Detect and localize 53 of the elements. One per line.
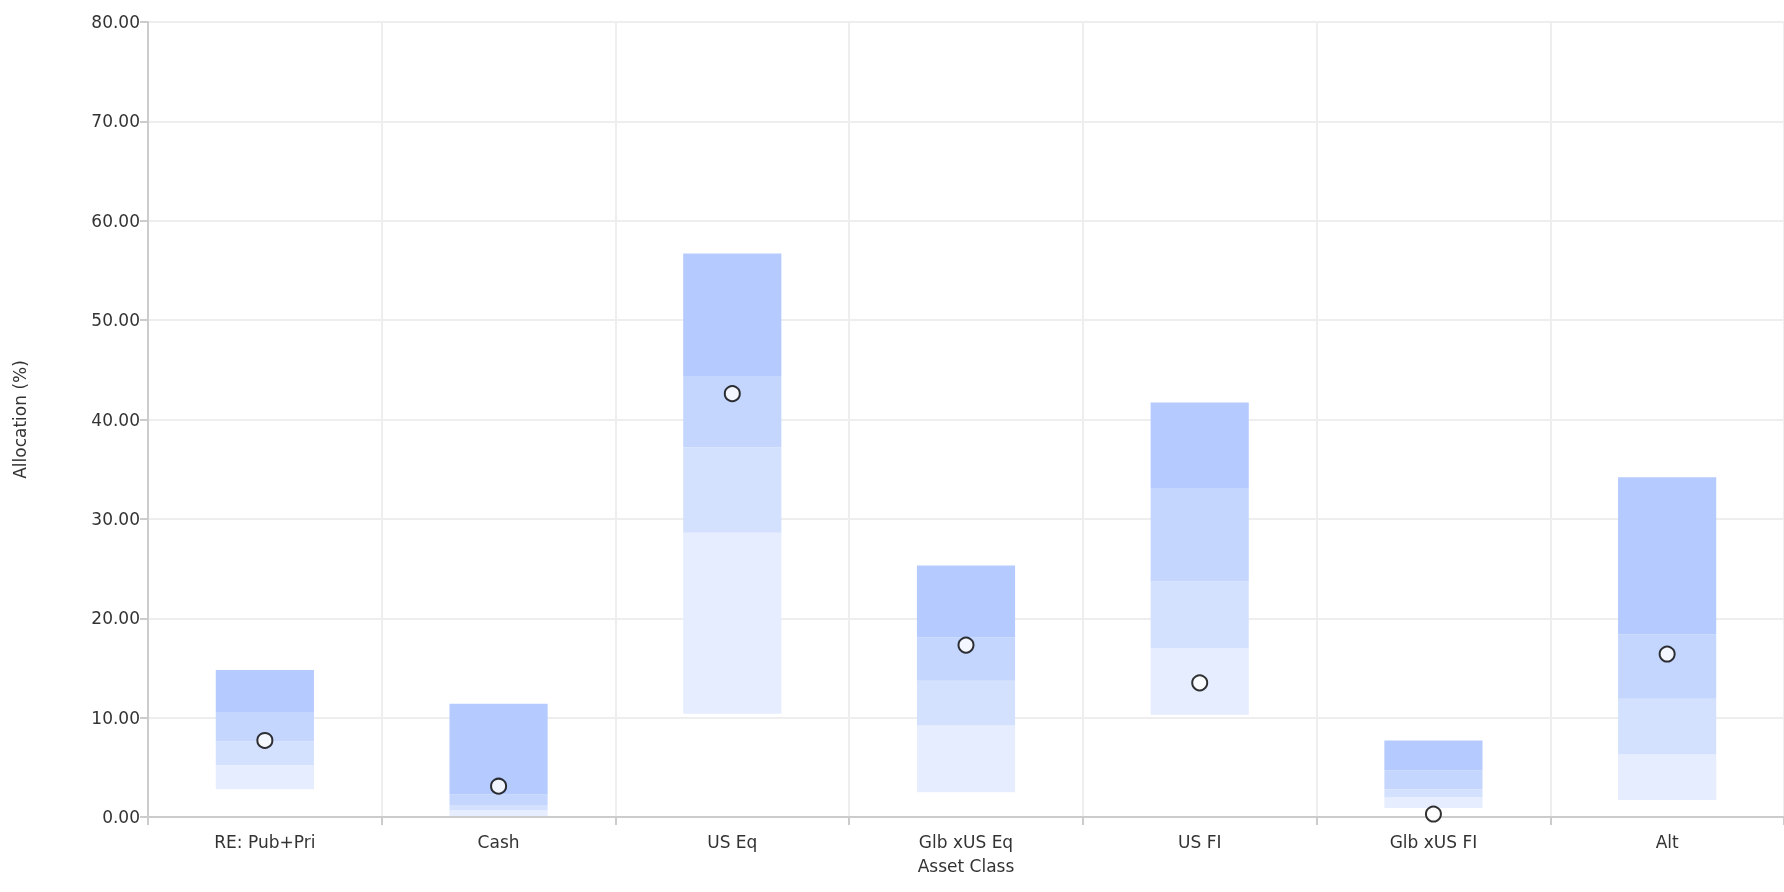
- bar: [215, 741, 314, 766]
- bar: [1384, 740, 1483, 771]
- point: [256, 731, 274, 749]
- point: [1191, 674, 1209, 692]
- bar: [215, 765, 314, 790]
- y-tick-label: 40.00: [91, 409, 140, 430]
- bar: [683, 532, 782, 714]
- bar: [1150, 402, 1249, 489]
- y-tick-label: 80.00: [91, 12, 140, 32]
- bar: [215, 712, 314, 742]
- bar: [916, 565, 1016, 638]
- bar: [1618, 477, 1717, 635]
- bar: [1384, 789, 1483, 798]
- x-tick-label: Glb xUS Eq: [918, 831, 1014, 852]
- y-tick-label: 10.00: [91, 707, 140, 728]
- bar: [1150, 648, 1249, 715]
- bar: [683, 253, 782, 377]
- point: [490, 777, 508, 795]
- bar: [683, 447, 782, 533]
- bar: [916, 637, 1016, 681]
- x-tick-label: Glb xUS FI: [1389, 831, 1478, 852]
- bar: [1150, 488, 1249, 582]
- bar: [1618, 698, 1717, 755]
- y-axis-title: Allocation (%): [9, 360, 30, 479]
- bar: [1150, 581, 1249, 649]
- x-axis-title: Asset Class: [917, 855, 1015, 876]
- bar: [449, 805, 548, 811]
- bar: [683, 376, 782, 448]
- y-tick-label: 50.00: [91, 310, 140, 331]
- x-tick-label: Alt: [1655, 831, 1679, 852]
- bar: [1384, 797, 1483, 809]
- y-tick-label: 70.00: [91, 111, 140, 132]
- point: [1424, 805, 1442, 823]
- x-tick-label: US FI: [1178, 831, 1222, 852]
- point: [1658, 645, 1676, 663]
- bar: [1618, 634, 1717, 699]
- bar: [449, 703, 548, 795]
- bar: [1618, 754, 1717, 801]
- y-tick-label: 60.00: [91, 210, 140, 231]
- bar: [916, 680, 1016, 726]
- y-tick-label: 0.00: [102, 807, 140, 827]
- y-tick-label: 20.00: [91, 608, 140, 629]
- bar: [1384, 770, 1483, 790]
- bar: [916, 725, 1016, 793]
- point: [957, 636, 975, 654]
- bar: [449, 794, 548, 806]
- bar: [215, 669, 314, 713]
- x-tick-label: Cash: [477, 831, 520, 852]
- point: [723, 385, 741, 403]
- y-tick-label: 30.00: [91, 508, 140, 529]
- bar: [449, 810, 548, 817]
- x-tick-label: US Eq: [707, 831, 758, 852]
- x-tick-label: RE: Pub+Pri: [214, 831, 316, 852]
